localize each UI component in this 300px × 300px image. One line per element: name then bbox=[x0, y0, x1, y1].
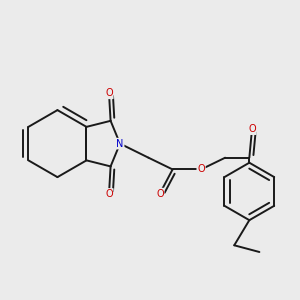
Text: O: O bbox=[197, 164, 205, 174]
Text: O: O bbox=[156, 188, 164, 199]
Text: O: O bbox=[105, 189, 113, 199]
Text: O: O bbox=[105, 88, 113, 98]
Text: N: N bbox=[116, 139, 124, 148]
Text: O: O bbox=[248, 124, 256, 134]
